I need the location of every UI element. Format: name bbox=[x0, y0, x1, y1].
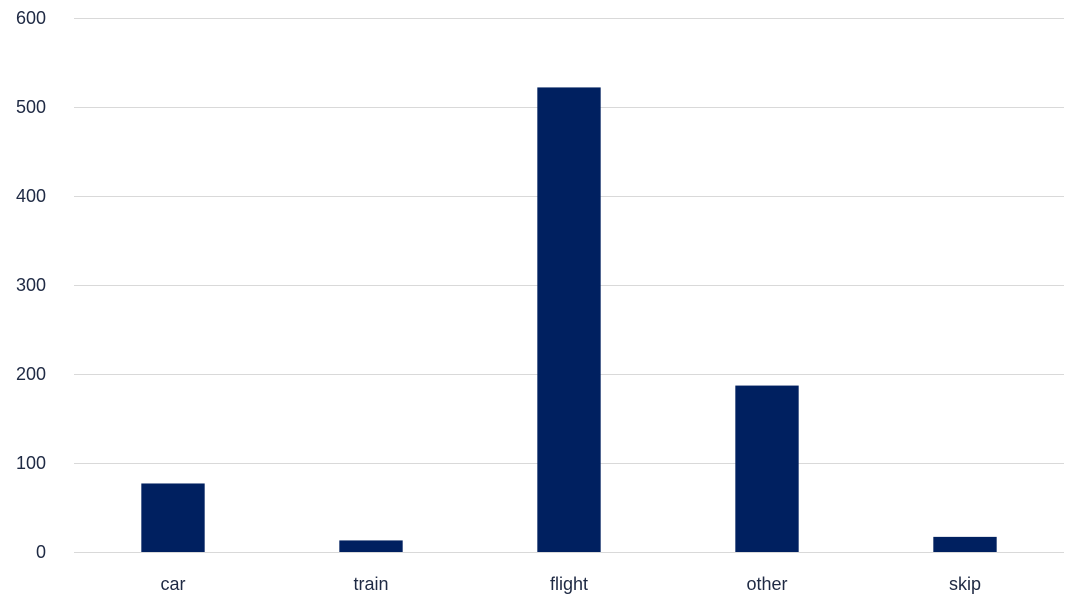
x-tick-label-train: train bbox=[353, 574, 388, 594]
bar-flight bbox=[537, 87, 601, 553]
x-tick-label-skip: skip bbox=[949, 574, 981, 594]
y-tick-label: 200 bbox=[16, 364, 46, 384]
x-axis-tick-labels: car train flight other skip bbox=[160, 574, 981, 594]
bar-car bbox=[141, 483, 205, 552]
y-tick-label: 0 bbox=[36, 542, 46, 562]
y-tick-label: 400 bbox=[16, 186, 46, 206]
y-tick-label: 500 bbox=[16, 97, 46, 117]
bar-train bbox=[339, 540, 403, 552]
x-tick-label-flight: flight bbox=[550, 574, 588, 594]
bar-skip bbox=[933, 536, 997, 552]
bars bbox=[141, 87, 997, 553]
y-axis-tick-labels: 0 100 200 300 400 500 600 bbox=[16, 8, 46, 562]
bar-other bbox=[735, 385, 799, 552]
y-tick-label: 100 bbox=[16, 453, 46, 473]
x-tick-label-car: car bbox=[160, 574, 185, 594]
y-tick-label: 300 bbox=[16, 275, 46, 295]
x-tick-label-other: other bbox=[746, 574, 787, 594]
y-tick-label: 600 bbox=[16, 8, 46, 28]
